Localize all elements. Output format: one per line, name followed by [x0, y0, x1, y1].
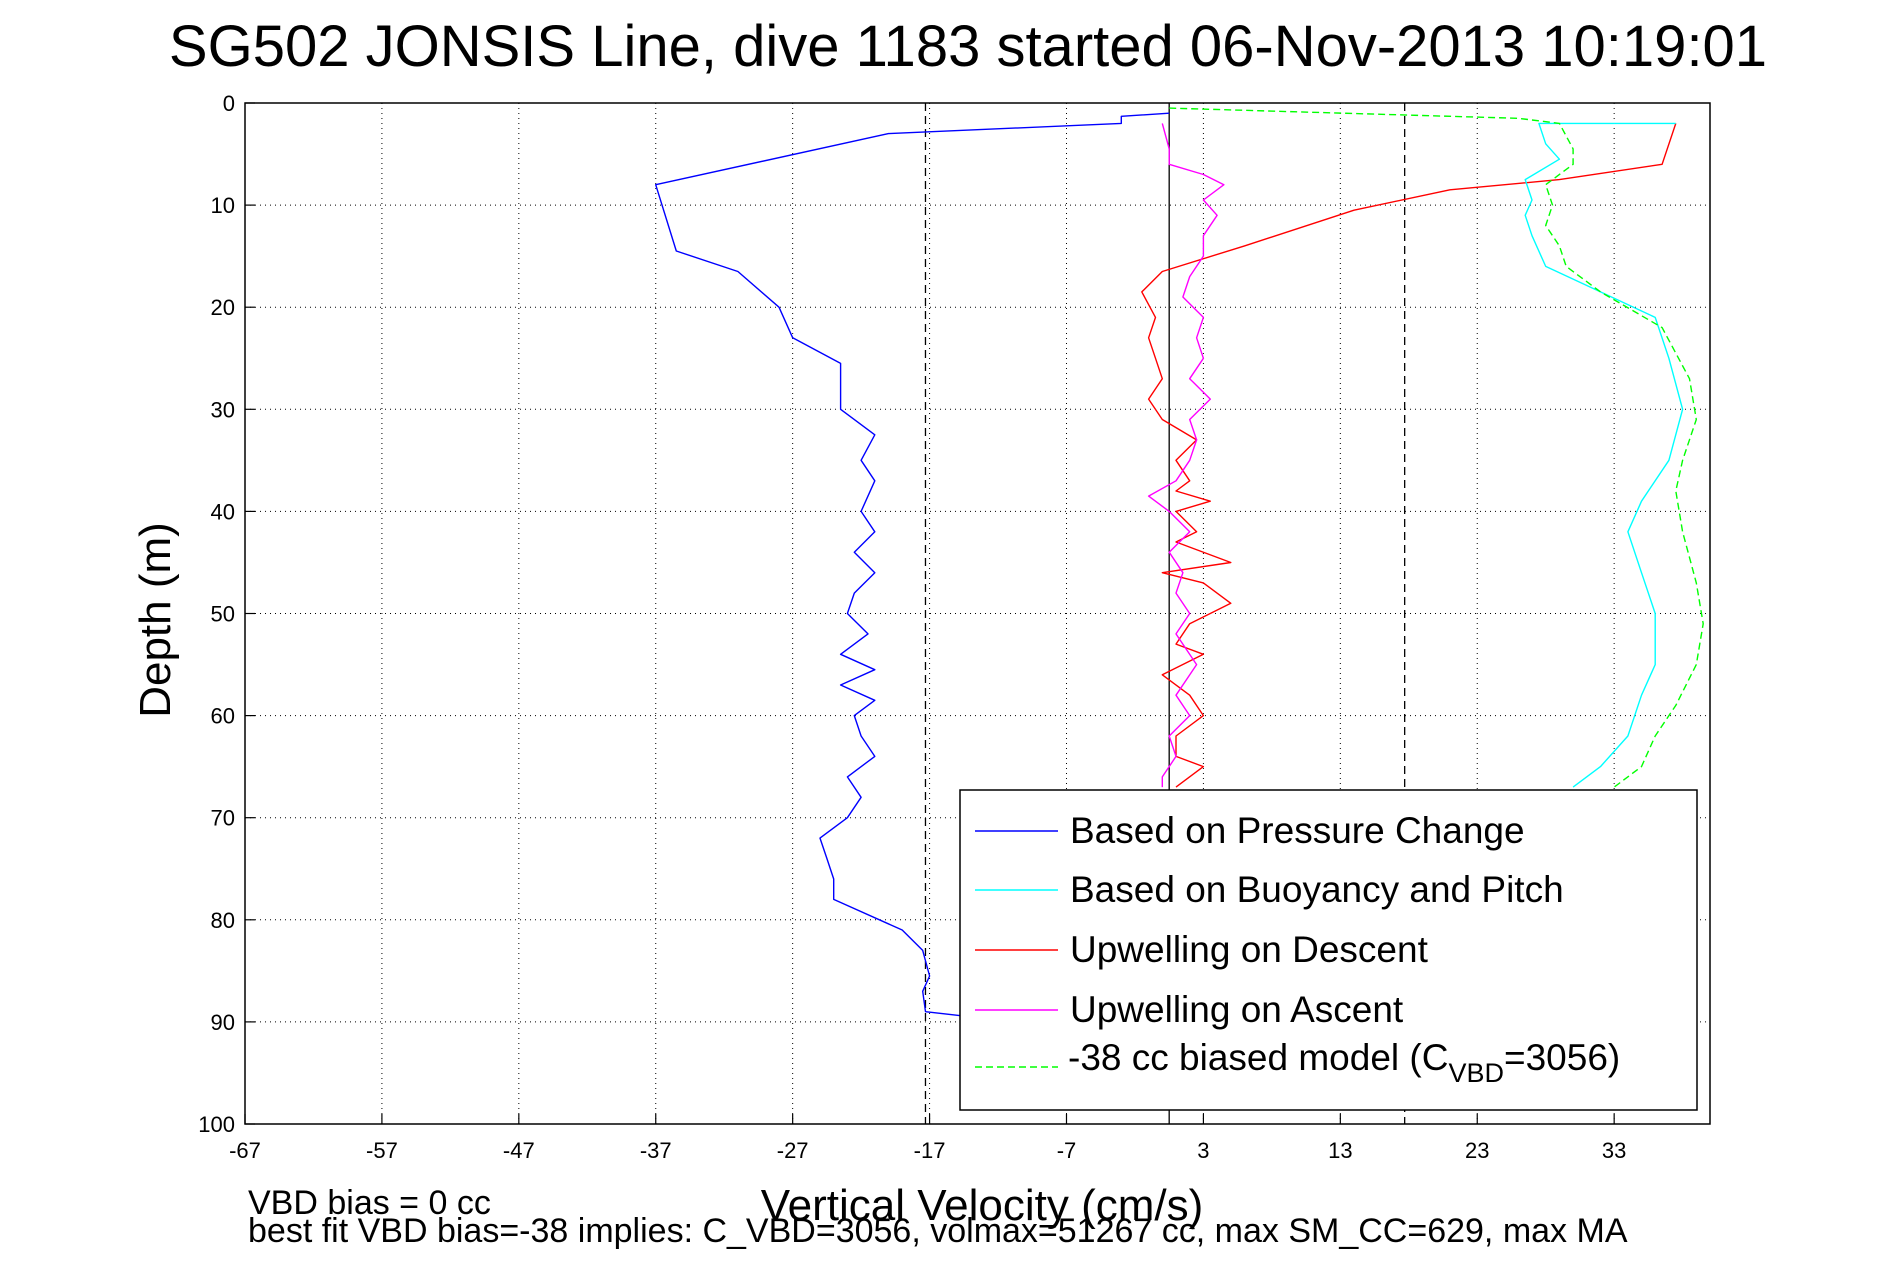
- legend: Based on Pressure Change Based on Buoyan…: [959, 789, 1698, 1111]
- y-tick-label: 80: [211, 908, 235, 933]
- x-tick-label: -67: [229, 1138, 261, 1163]
- y-tick-label: 30: [211, 397, 235, 422]
- y-axis-label: Depth (m): [131, 522, 180, 718]
- footnote-best-fit: best fit VBD bias=-38 implies: C_VBD=305…: [248, 1212, 1628, 1250]
- y-tick-label: 60: [211, 704, 235, 729]
- x-tick-label: 13: [1328, 1138, 1352, 1163]
- x-tick-label: -7: [1057, 1138, 1077, 1163]
- x-tick-label: 33: [1602, 1138, 1626, 1163]
- legend-label-model: -38 cc biased model (CVBD=3056): [1068, 1037, 1620, 1088]
- y-tick-label: 90: [211, 1010, 235, 1035]
- y-tick-label: 100: [198, 1112, 235, 1137]
- axis-ticks: -67 -57 -47 -37 -27 -17 -7 3 13 23 33 0 10 20 30 40 50 60…: [198, 91, 1626, 1163]
- x-tick-label: -57: [366, 1138, 398, 1163]
- legend-label-buoyancy: Based on Buoyancy and Pitch: [1070, 869, 1564, 910]
- series-line-0: [655, 112, 1170, 1018]
- legend-label-ascent: Upwelling on Ascent: [1070, 989, 1404, 1030]
- legend-label-pressure: Based on Pressure Change: [1070, 810, 1525, 851]
- data-series: [655, 107, 1704, 1018]
- series-line-3: [1524, 122, 1684, 788]
- y-tick-label: 10: [211, 193, 235, 218]
- y-tick-label: 70: [211, 806, 235, 831]
- series-line-4: [1169, 107, 1704, 788]
- y-tick-label: 20: [211, 295, 235, 320]
- x-tick-label: -37: [640, 1138, 672, 1163]
- x-tick-label: 23: [1465, 1138, 1489, 1163]
- y-tick-label: 0: [223, 91, 235, 116]
- x-tick-label: 3: [1197, 1138, 1209, 1163]
- footnote-vbd-bias: VBD bias = 0 cc: [248, 1184, 491, 1222]
- y-tick-label: 50: [211, 602, 235, 627]
- chart-title: SG502 JONSIS Line, dive 1183 started 06-…: [169, 14, 1767, 79]
- y-tick-label: 40: [211, 499, 235, 524]
- x-tick-label: -17: [914, 1138, 946, 1163]
- x-tick-label: -27: [777, 1138, 809, 1163]
- legend-label-descent: Upwelling on Descent: [1070, 929, 1429, 970]
- series-line-1: [1141, 123, 1677, 788]
- legend-box: [959, 789, 1698, 1111]
- x-axis-label: Vertical Velocity (cm/s): [761, 1181, 1204, 1230]
- series-line-2: [1147, 123, 1225, 788]
- x-tick-label: -47: [503, 1138, 535, 1163]
